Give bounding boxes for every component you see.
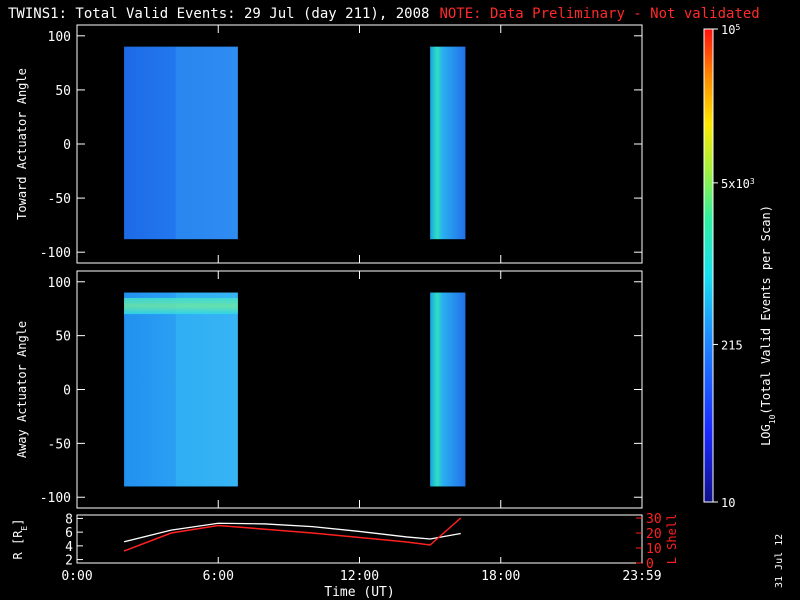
x-tick-label: 18:00 <box>481 569 520 584</box>
heatmap-block <box>124 46 238 240</box>
y-tick-label: 0 <box>63 138 71 153</box>
l-shell-series-line <box>123 517 462 552</box>
colorbar-gradient <box>703 28 714 503</box>
colorbar-tick-label: 215 <box>721 338 743 352</box>
right-y-axis-label: L Shell <box>665 514 679 565</box>
x-tick-label: 23:59 <box>622 569 661 584</box>
colorbar-tick-label: 5x103 <box>721 176 755 191</box>
colorbar-label-sub: 10 <box>768 414 777 424</box>
enhanced-band <box>124 297 238 315</box>
left-y-tick-label: 8 <box>65 512 73 527</box>
x-tick-label: 12:00 <box>340 569 379 584</box>
right-y-tick-label: 10 <box>646 542 662 557</box>
y-tick-label: 0 <box>63 384 71 399</box>
title-text: TWINS1: Total Valid Events: 29 Jul (day … <box>8 6 430 22</box>
heatmap-block <box>430 292 466 487</box>
left-y-tick-label: 6 <box>65 526 73 541</box>
x-axis-label: Time (UT) <box>324 585 394 600</box>
y-tick-label: -50 <box>48 192 71 207</box>
colorbar-tick-exp: 3 <box>750 176 755 185</box>
y-tick-label: -100 <box>40 491 71 506</box>
heatmap-block <box>124 292 238 487</box>
y-tick-label: 100 <box>48 30 71 45</box>
x-tick-label: 6:00 <box>203 569 234 584</box>
y-tick-label: 50 <box>55 330 71 345</box>
chart-title: TWINS1: Total Valid Events: 29 Jul (day … <box>8 6 760 22</box>
y-axis-label: Toward Actuator Angle <box>15 68 29 220</box>
colorbar-tick-exp: 5 <box>735 23 740 32</box>
colorbar-label: LOG10(Total Valid Events per Scan) <box>759 205 777 446</box>
note-text: NOTE: Data Preliminary - Not validated <box>439 6 760 22</box>
y-tick-label: 50 <box>55 84 71 99</box>
left-y-axis-label-end: ] <box>11 519 25 526</box>
colorbar-tick-label: 10 <box>721 496 735 510</box>
left-y-tick-label: 2 <box>65 554 73 569</box>
y-axis-label: Away Actuator Angle <box>15 321 29 458</box>
y-tick-label: -50 <box>48 437 71 452</box>
y-tick-label: 100 <box>48 276 71 291</box>
toward-panel: 100 50 0 -50 -100 Toward Actuator Angle <box>15 24 643 264</box>
colorbar-label-rest: (Total Valid Events per Scan) <box>759 205 773 415</box>
r-series-line <box>123 522 461 543</box>
x-tick-label: 0:00 <box>61 569 92 584</box>
colorbar-label-main: LOG <box>759 424 773 446</box>
left-y-tick-label: 4 <box>65 540 73 555</box>
date-stamp: 31 Jul 12 <box>774 533 785 588</box>
right-y-tick-label: 30 <box>646 512 662 527</box>
away-panel: 100 50 0 -50 -100 Away Actuator Angle <box>15 270 643 509</box>
heatmap-block <box>430 46 466 240</box>
left-y-axis-label: R [RE] <box>11 519 29 560</box>
left-y-axis-label-sub: E <box>20 526 29 531</box>
colorbar-tick-label: 105 <box>721 23 740 38</box>
y-tick-label: -100 <box>40 246 71 261</box>
orbit-frame <box>76 514 643 564</box>
right-y-tick-label: 20 <box>646 527 662 542</box>
right-y-tick-label: 0 <box>646 557 654 572</box>
